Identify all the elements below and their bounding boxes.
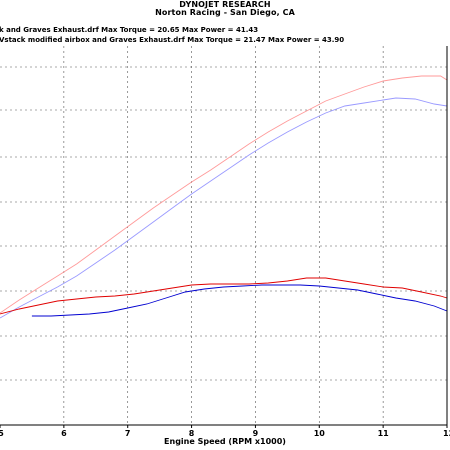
chart-title: DYNOJET RESEARCH (179, 0, 271, 9)
series-line-3 (0, 277, 448, 315)
axes (0, 46, 448, 428)
x-axis-label: Engine Speed (RPM x1000) (164, 437, 286, 446)
x-tick-label-7: 7 (125, 429, 131, 438)
grid-lines (0, 46, 447, 425)
x-tick-label-9: 9 (253, 429, 259, 438)
legend-entry-2: Vstack modified airbox and Graves Exhaus… (0, 36, 345, 44)
series-group (0, 75, 448, 319)
series-line-2 (0, 97, 448, 319)
x-tick-label-11: 11 (378, 429, 390, 438)
x-tick-label-6: 6 (61, 429, 67, 438)
x-tick-labels: 5 6 7 8 9 10 11 12 (0, 429, 450, 438)
x-tick-label-8: 8 (189, 429, 195, 438)
chart-subtitle: Norton Racing - San Diego, CA (155, 8, 295, 17)
x-tick-label-10: 10 (314, 429, 326, 438)
x-tick-label-5: 5 (0, 429, 4, 438)
series-line-1 (0, 75, 448, 314)
x-tick-label-12: 12 (443, 429, 450, 438)
series-line-4 (31, 284, 448, 317)
legend-entry-1: k and Graves Exhaust.drf Max Torque = 20… (0, 26, 259, 34)
